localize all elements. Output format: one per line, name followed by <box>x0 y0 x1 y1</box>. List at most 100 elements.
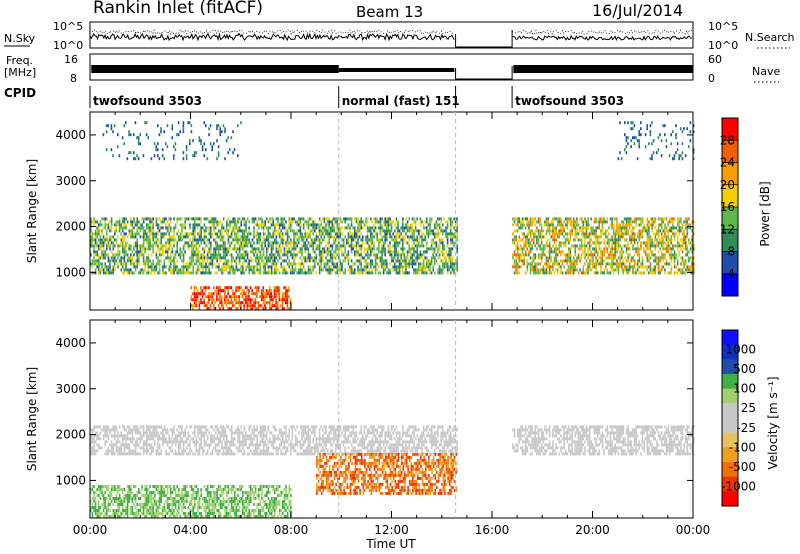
scatter-cell <box>200 220 202 224</box>
scatter-cell <box>229 271 231 275</box>
scatter-cell <box>515 223 517 227</box>
scatter-cell <box>526 253 529 257</box>
scatter-cell <box>112 446 114 450</box>
scatter-cell <box>211 235 214 239</box>
scatter-cell <box>608 271 610 275</box>
scatter-cell <box>122 244 124 248</box>
scatter-cell <box>386 232 388 236</box>
scatter-cell <box>590 256 593 260</box>
scatter-cell <box>453 217 455 221</box>
scatter-cell <box>606 256 609 260</box>
scatter-cell <box>128 244 130 248</box>
scatter-cell <box>550 259 553 263</box>
scatter-cell <box>406 229 409 233</box>
scatter-cell <box>341 226 343 230</box>
scatter-cell <box>395 268 398 272</box>
scatter-cell <box>291 217 294 221</box>
scatter-cell <box>298 262 300 266</box>
scatter-cell <box>137 142 140 146</box>
scatter-cell <box>641 226 644 230</box>
scatter-cell <box>675 226 677 230</box>
scatter-cell <box>293 247 295 251</box>
scatter-cell <box>333 268 335 272</box>
scatter-cell <box>571 220 573 224</box>
scatter-cell <box>276 301 279 305</box>
scatter-cell <box>564 217 567 221</box>
scatter-cell <box>657 136 660 140</box>
scatter-cell <box>397 265 399 269</box>
scatter-cell <box>657 217 660 221</box>
scatter-cell <box>333 265 335 269</box>
scatter-cell <box>134 223 137 227</box>
scatter-cell <box>534 232 537 236</box>
scatter-cell <box>104 443 106 447</box>
scatter-cell <box>435 235 438 239</box>
scatter-cell <box>117 145 119 149</box>
scatter-cell <box>133 443 135 447</box>
scatter-cell <box>110 440 113 444</box>
scatter-cell <box>680 271 682 275</box>
scatter-cell <box>107 244 110 248</box>
scatter-cell <box>603 259 605 263</box>
scatter-cell <box>437 217 439 221</box>
scatter-cell <box>206 304 209 308</box>
scatter-cell <box>298 220 300 224</box>
scatter-cell <box>572 268 575 272</box>
scatter-cell <box>662 217 665 221</box>
scatter-cell <box>221 238 223 242</box>
scatter-cell <box>243 289 245 293</box>
scatter-cell <box>376 262 378 266</box>
scatter-cell <box>208 220 210 224</box>
scatter-cell <box>592 226 594 230</box>
scatter-cell <box>352 238 354 242</box>
scatter-cell <box>93 259 95 263</box>
scatter-cell <box>209 124 212 128</box>
scatter-cell <box>564 253 567 257</box>
scatter-cell <box>657 256 660 260</box>
scatter-cell <box>612 238 615 242</box>
scatter-cell <box>110 127 113 131</box>
scatter-cell <box>330 265 332 269</box>
scatter-cell <box>98 425 100 429</box>
scatter-cell <box>112 235 114 239</box>
scatter-cell <box>627 220 629 224</box>
scatter-cell <box>625 151 628 155</box>
scatter-cell <box>386 235 388 239</box>
scatter-cell <box>638 256 641 260</box>
scatter-cell <box>244 286 247 290</box>
scatter-cell <box>168 265 170 269</box>
scatter-cell <box>689 223 692 227</box>
scatter-cell <box>145 133 148 137</box>
scatter-cell <box>334 220 337 224</box>
scatter-cell <box>193 286 196 290</box>
scatter-cell <box>228 301 231 305</box>
scatter-cell <box>426 226 428 230</box>
scatter-cell <box>660 223 663 227</box>
scatter-cell <box>640 265 642 269</box>
scatter-cell <box>624 133 626 137</box>
scatter-cell <box>545 232 548 236</box>
scatter-cell <box>376 232 378 236</box>
scatter-cell <box>584 241 586 245</box>
scatter-cell <box>534 229 537 233</box>
scatter-cell <box>635 262 637 266</box>
scatter-cell <box>142 241 145 245</box>
scatter-cell <box>227 298 229 302</box>
scatter-cell <box>204 295 207 299</box>
scatter-cell <box>437 232 439 236</box>
scatter-cell <box>673 259 676 263</box>
scatter-cell <box>568 253 570 257</box>
scatter-cell <box>120 431 122 435</box>
scatter-cell <box>443 262 446 266</box>
scatter-cell <box>237 235 239 239</box>
scatter-cell <box>141 268 143 272</box>
scatter-cell <box>101 229 103 233</box>
scatter-cell <box>416 268 418 272</box>
scatter-cell <box>158 241 161 245</box>
scatter-cell <box>414 226 417 230</box>
scatter-cell <box>136 440 138 444</box>
scatter-cell <box>272 229 274 233</box>
scatter-cell <box>253 250 255 254</box>
scatter-cell <box>640 271 642 275</box>
scatter-cell <box>548 226 551 230</box>
